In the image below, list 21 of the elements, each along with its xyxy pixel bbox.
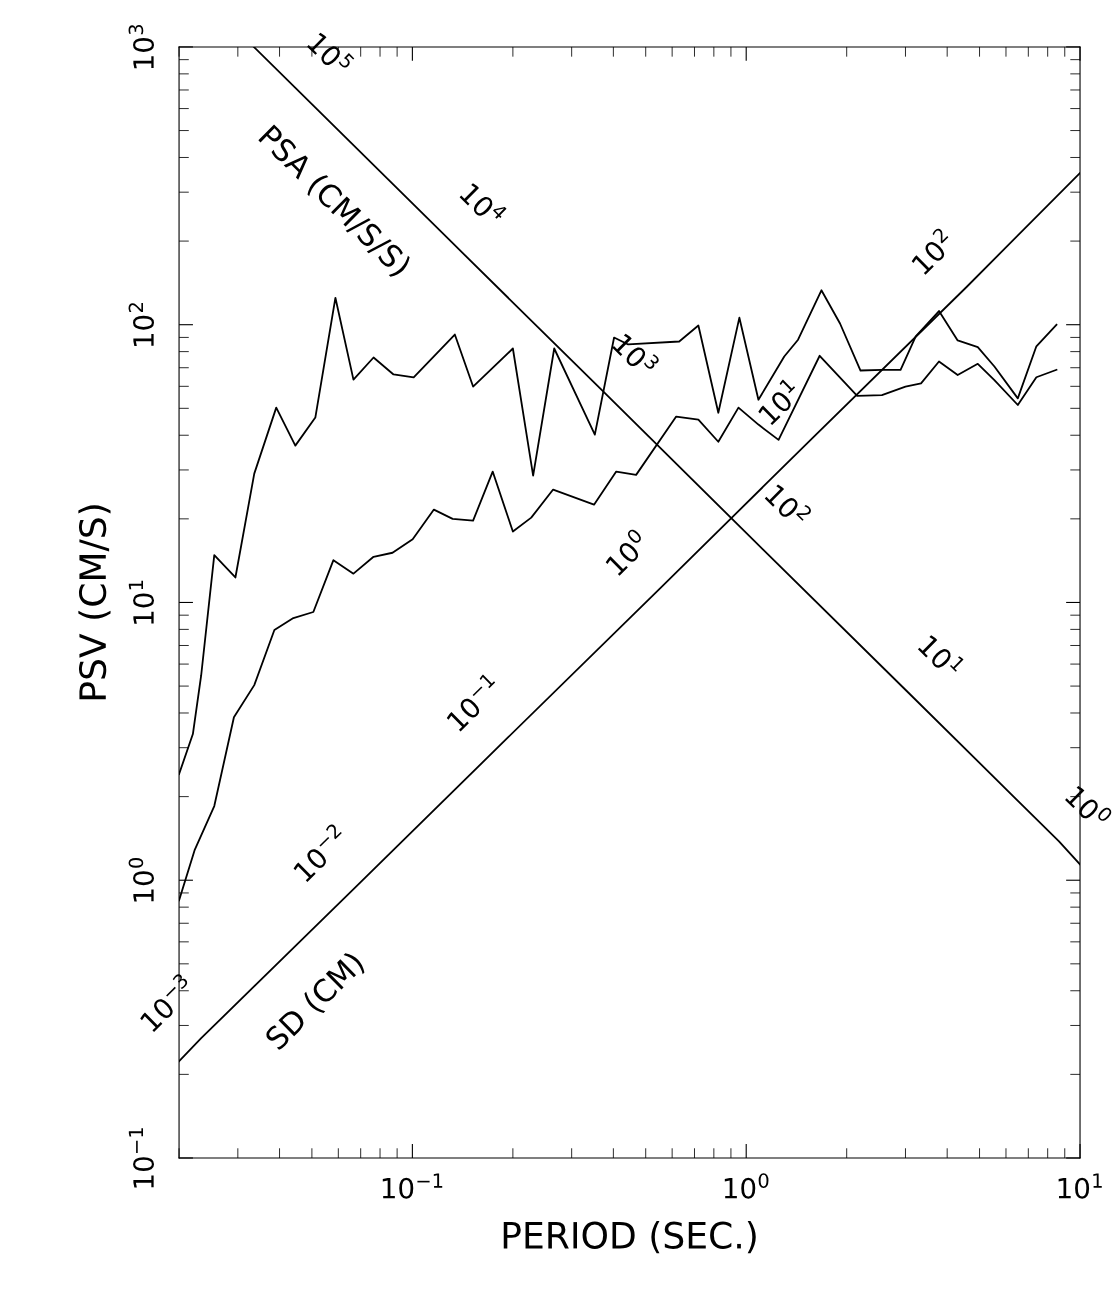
annotation: 10$^{5}$ (306, 28, 356, 78)
y-tick-label: 10$^{1}$ (128, 580, 155, 624)
annotation: 10$^{0}$ (1064, 781, 1114, 831)
y-tick-label: 10$^{0}$ (128, 857, 155, 902)
annotation: 10$^{4}$ (459, 179, 508, 229)
annotation: 10$^{0}$ (601, 527, 651, 577)
annotation: 10$^{2}$ (907, 226, 957, 276)
annotation: 10$^{2}$ (764, 480, 813, 529)
y-tick-label: 10$^{3}$ (128, 24, 155, 69)
y-axis-title: PSV (CM/S) (78, 505, 111, 700)
x-axis-title: PERIOD (SEC.) (503, 1221, 756, 1254)
annotation: 10$^{−2}$ (289, 822, 350, 883)
x-tick-label: 10$^{−1}$ (382, 1173, 443, 1199)
x-tick-label: 10$^{1}$ (1058, 1173, 1102, 1199)
annotation: 10$^{1}$ (754, 377, 803, 426)
x-tick-label: 10$^{0}$ (724, 1173, 769, 1199)
annotation: 10$^{1}$ (917, 631, 966, 680)
annotation: 10$^{3}$ (611, 329, 661, 379)
annotation: 10$^{−1}$ (442, 672, 503, 733)
y-tick-label: 10$^{2}$ (128, 303, 155, 347)
annotation: 10$^{−3}$ (136, 972, 197, 1033)
